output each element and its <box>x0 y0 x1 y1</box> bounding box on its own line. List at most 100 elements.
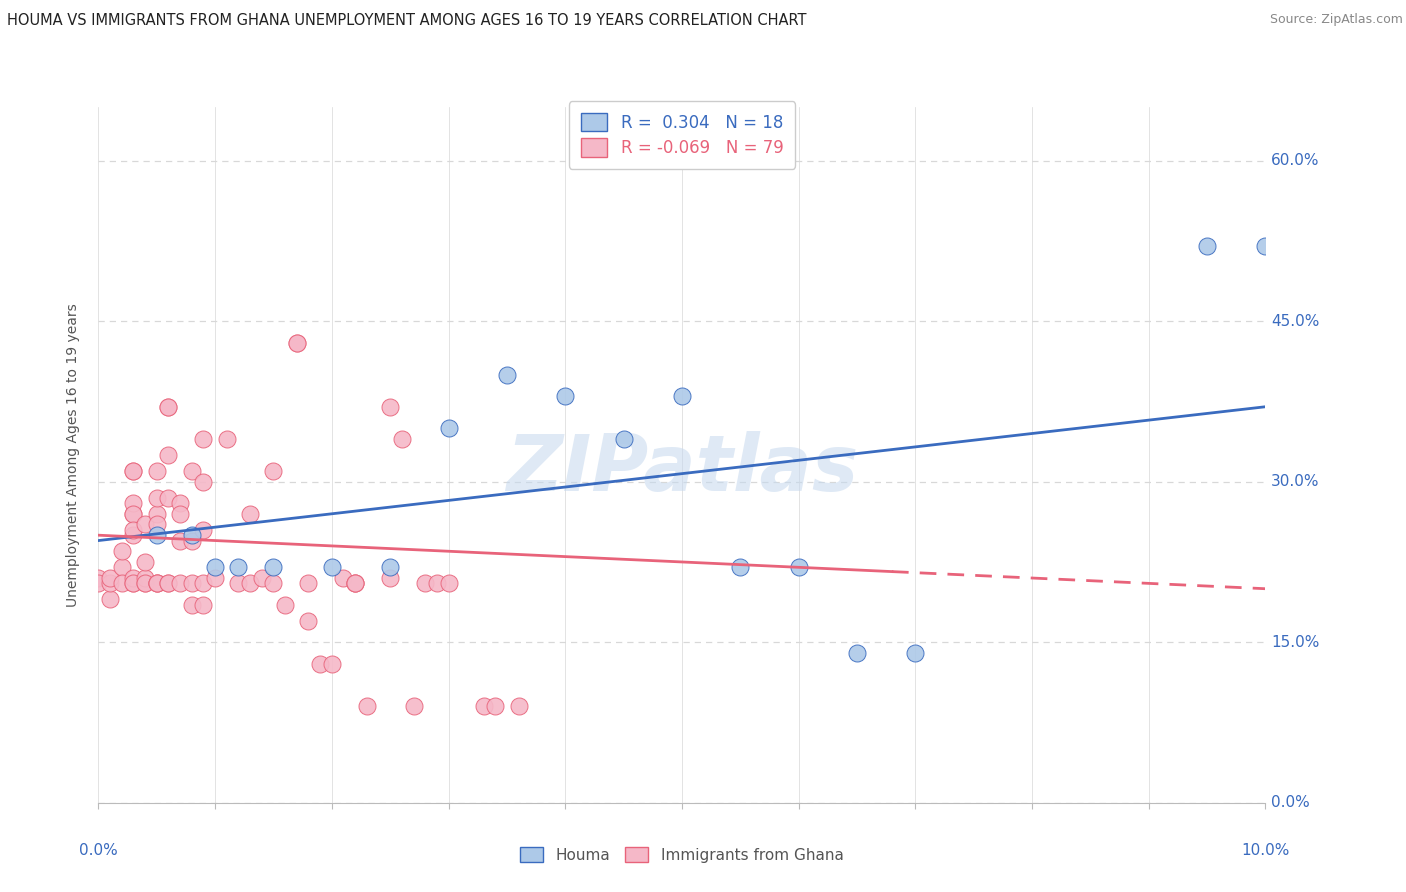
Point <box>146 464 169 478</box>
Point <box>378 400 402 414</box>
Text: 15.0%: 15.0% <box>1271 635 1320 649</box>
Point <box>122 464 145 478</box>
Point <box>309 657 332 671</box>
Point <box>239 576 262 591</box>
Point <box>391 432 413 446</box>
Point <box>215 432 238 446</box>
Point <box>344 576 367 591</box>
Text: 10.0%: 10.0% <box>1241 843 1289 858</box>
Point <box>111 560 134 574</box>
Point <box>87 576 110 591</box>
Point <box>262 560 284 574</box>
Point <box>378 571 402 585</box>
Point <box>122 507 145 521</box>
Point <box>495 368 517 382</box>
Point <box>671 389 693 403</box>
Point <box>169 507 191 521</box>
Point <box>228 560 250 574</box>
Text: HOUMA VS IMMIGRANTS FROM GHANA UNEMPLOYMENT AMONG AGES 16 TO 19 YEARS CORRELATIO: HOUMA VS IMMIGRANTS FROM GHANA UNEMPLOYM… <box>7 13 807 29</box>
Text: Source: ZipAtlas.com: Source: ZipAtlas.com <box>1270 13 1403 27</box>
Point <box>146 576 169 591</box>
Point <box>413 576 436 591</box>
Point <box>134 576 156 591</box>
Point <box>239 507 262 521</box>
Point <box>437 421 460 435</box>
Point <box>122 464 145 478</box>
Point <box>193 576 215 591</box>
Point <box>250 571 273 585</box>
Point <box>169 533 191 548</box>
Point <box>122 507 145 521</box>
Point <box>297 576 319 591</box>
Point <box>193 475 215 489</box>
Point <box>157 448 180 462</box>
Point <box>169 576 191 591</box>
Point <box>204 571 226 585</box>
Point <box>402 699 425 714</box>
Point <box>122 496 145 510</box>
Point <box>845 646 868 660</box>
Point <box>134 517 156 532</box>
Point <box>157 576 180 591</box>
Point <box>262 464 284 478</box>
Point <box>508 699 530 714</box>
Point <box>904 646 927 660</box>
Point <box>204 560 226 574</box>
Point <box>1195 239 1218 253</box>
Point <box>344 576 367 591</box>
Point <box>98 592 121 607</box>
Point <box>787 560 810 574</box>
Point <box>169 496 191 510</box>
Text: 45.0%: 45.0% <box>1271 314 1320 328</box>
Text: 0.0%: 0.0% <box>79 843 118 858</box>
Point <box>728 560 751 574</box>
Point <box>122 571 145 585</box>
Point <box>228 576 250 591</box>
Point <box>111 576 134 591</box>
Legend: Houma, Immigrants from Ghana: Houma, Immigrants from Ghana <box>512 838 852 871</box>
Text: 30.0%: 30.0% <box>1271 475 1320 489</box>
Point <box>484 699 506 714</box>
Y-axis label: Unemployment Among Ages 16 to 19 years: Unemployment Among Ages 16 to 19 years <box>66 303 80 607</box>
Point <box>157 400 180 414</box>
Point <box>274 598 297 612</box>
Point <box>134 576 156 591</box>
Point <box>134 555 156 569</box>
Point <box>146 517 169 532</box>
Point <box>612 432 634 446</box>
Point <box>180 598 202 612</box>
Text: ZIPatlas: ZIPatlas <box>506 431 858 507</box>
Point <box>285 335 308 350</box>
Point <box>122 528 145 542</box>
Point <box>146 507 169 521</box>
Point <box>122 523 145 537</box>
Point <box>1254 239 1277 253</box>
Point <box>472 699 495 714</box>
Point <box>87 571 110 585</box>
Point <box>193 598 215 612</box>
Point <box>146 576 169 591</box>
Point <box>344 576 367 591</box>
Point <box>321 657 343 671</box>
Point <box>157 576 180 591</box>
Point <box>297 614 319 628</box>
Point <box>98 571 121 585</box>
Point <box>426 576 449 591</box>
Point <box>111 544 134 558</box>
Point <box>193 432 215 446</box>
Point <box>437 576 460 591</box>
Point <box>378 560 402 574</box>
Point <box>554 389 576 403</box>
Point <box>356 699 378 714</box>
Point <box>146 576 169 591</box>
Point <box>180 464 202 478</box>
Point <box>122 576 145 591</box>
Point <box>180 528 202 542</box>
Point <box>332 571 354 585</box>
Text: 0.0%: 0.0% <box>1271 796 1310 810</box>
Text: 60.0%: 60.0% <box>1271 153 1320 168</box>
Point <box>98 576 121 591</box>
Point <box>180 576 202 591</box>
Point <box>157 400 180 414</box>
Point <box>321 560 343 574</box>
